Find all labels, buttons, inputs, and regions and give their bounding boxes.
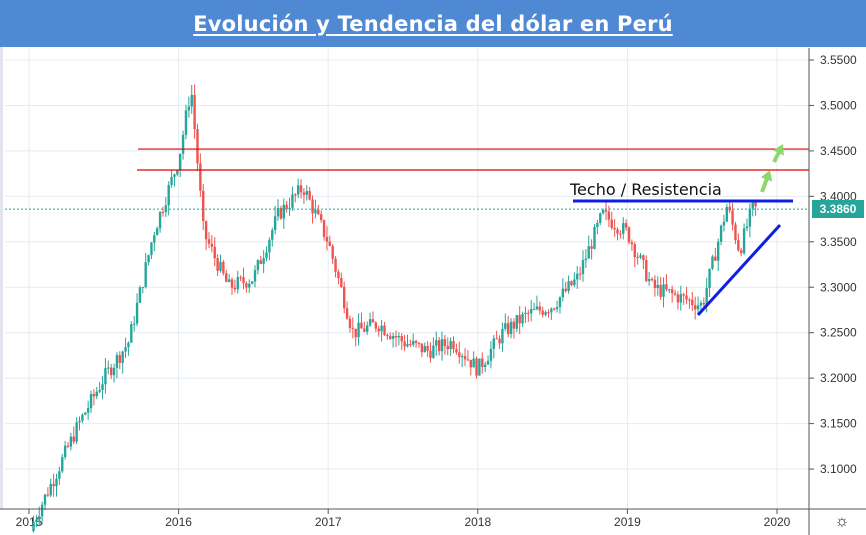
current-price-label: 3.3860 — [812, 200, 864, 219]
svg-text:3.5000: 3.5000 — [820, 98, 857, 112]
gear-icon[interactable]: ☼ — [834, 513, 850, 530]
svg-text:3.4500: 3.4500 — [820, 144, 857, 158]
svg-text:3.2500: 3.2500 — [820, 326, 857, 340]
resistance-annotation: Techo / Resistencia — [570, 180, 722, 199]
svg-text:3.1500: 3.1500 — [820, 417, 857, 431]
svg-text:2020: 2020 — [764, 515, 791, 529]
svg-text:3.3500: 3.3500 — [820, 235, 857, 249]
svg-text:3.5500: 3.5500 — [820, 53, 857, 67]
svg-text:3.2000: 3.2000 — [820, 371, 857, 385]
svg-text:2016: 2016 — [165, 515, 192, 529]
svg-text:3.3000: 3.3000 — [820, 280, 857, 294]
chart-title: Evolución y Tendencia del dólar en Perú — [193, 11, 673, 36]
title-bar: Evolución y Tendencia del dólar en Perú — [0, 0, 866, 47]
svg-text:2018: 2018 — [464, 515, 491, 529]
svg-text:3.1000: 3.1000 — [820, 462, 857, 476]
left-scroll-strip — [0, 47, 3, 509]
svg-text:2019: 2019 — [614, 515, 641, 529]
svg-text:3.4000: 3.4000 — [820, 189, 857, 203]
svg-text:2017: 2017 — [315, 515, 342, 529]
